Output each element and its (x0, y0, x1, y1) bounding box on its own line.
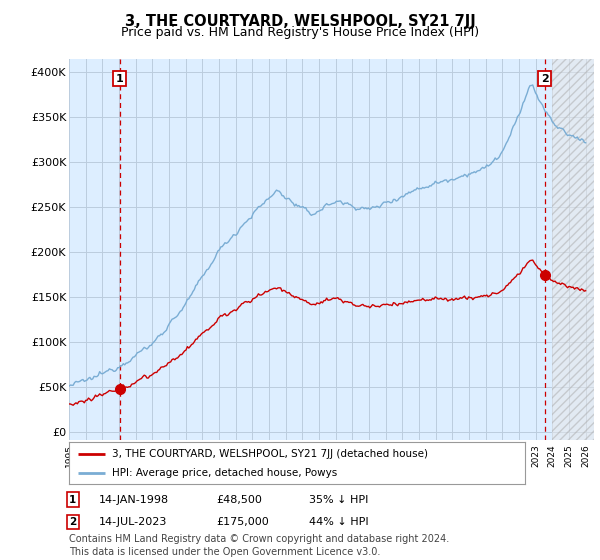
Text: Price paid vs. HM Land Registry's House Price Index (HPI): Price paid vs. HM Land Registry's House … (121, 26, 479, 39)
Text: 1: 1 (116, 74, 124, 84)
Text: HPI: Average price, detached house, Powys: HPI: Average price, detached house, Powy… (112, 468, 338, 478)
Text: 2: 2 (541, 74, 548, 84)
Text: 44% ↓ HPI: 44% ↓ HPI (309, 517, 368, 527)
Text: 1: 1 (69, 494, 76, 505)
Text: 3, THE COURTYARD, WELSHPOOL, SY21 7JJ (detached house): 3, THE COURTYARD, WELSHPOOL, SY21 7JJ (d… (112, 449, 428, 459)
Text: 14-JAN-1998: 14-JAN-1998 (99, 494, 169, 505)
Text: Contains HM Land Registry data © Crown copyright and database right 2024.
This d: Contains HM Land Registry data © Crown c… (69, 534, 449, 557)
Text: 3, THE COURTYARD, WELSHPOOL, SY21 7JJ: 3, THE COURTYARD, WELSHPOOL, SY21 7JJ (125, 14, 475, 29)
Text: £48,500: £48,500 (216, 494, 262, 505)
Text: 2: 2 (69, 517, 76, 527)
Text: £175,000: £175,000 (216, 517, 269, 527)
Text: 14-JUL-2023: 14-JUL-2023 (99, 517, 167, 527)
Text: 35% ↓ HPI: 35% ↓ HPI (309, 494, 368, 505)
